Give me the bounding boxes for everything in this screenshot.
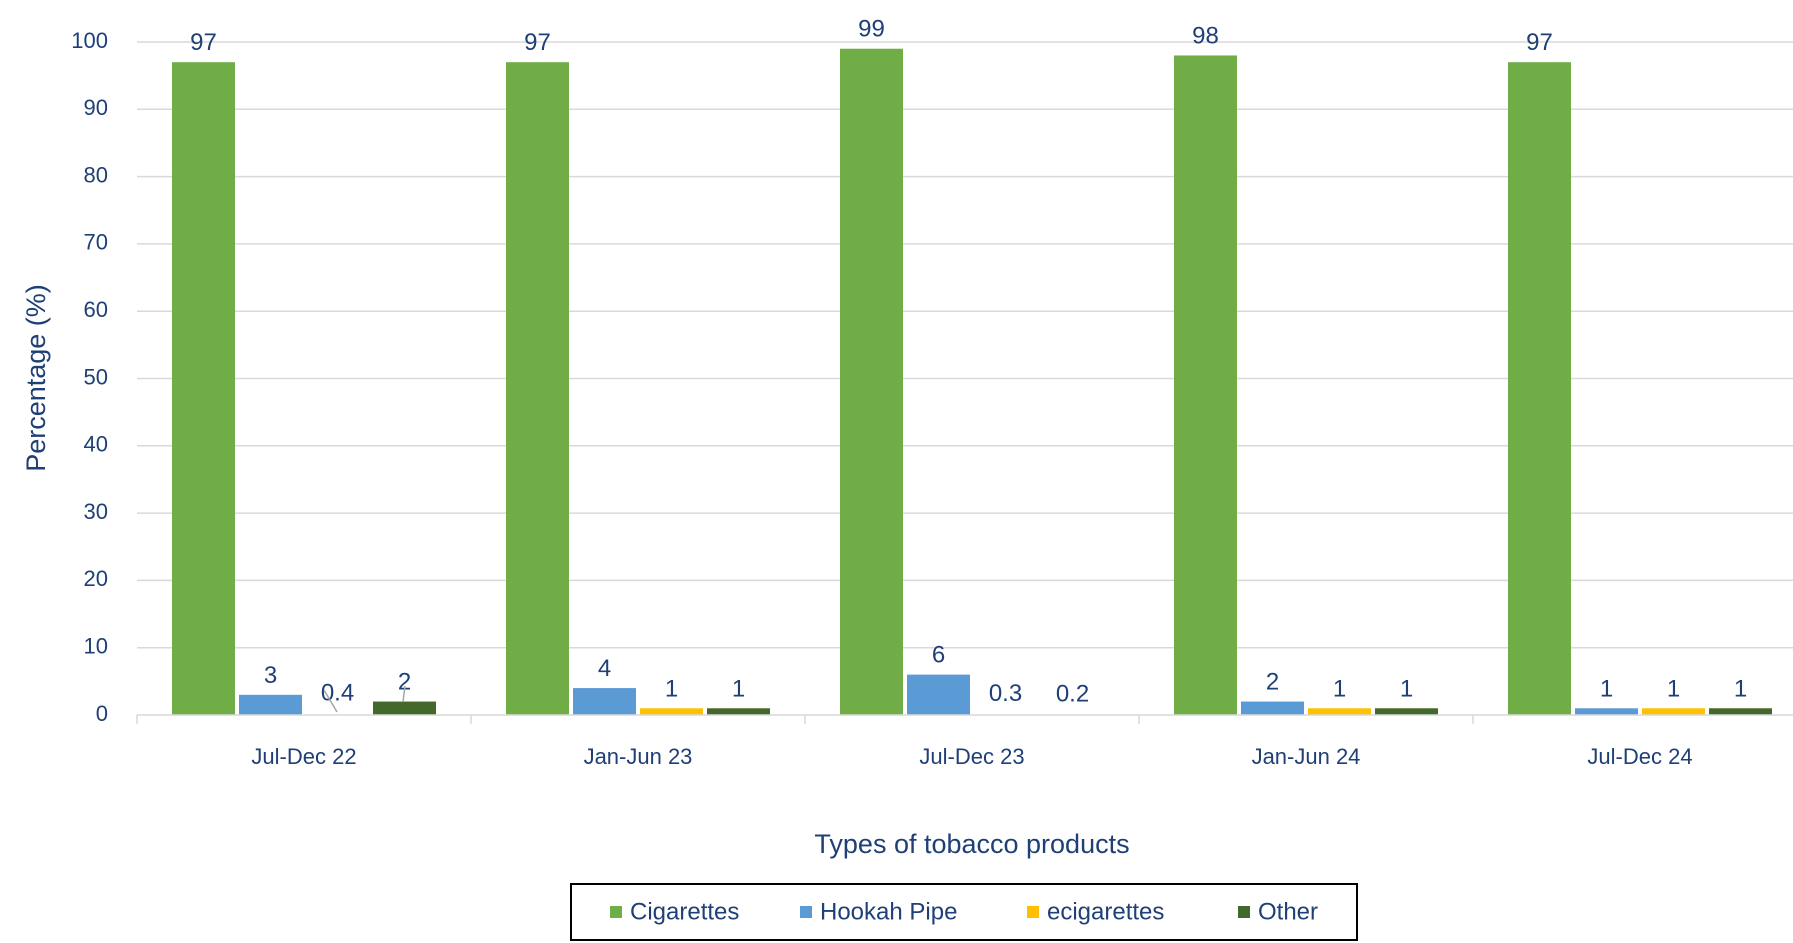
- bar-other: [373, 701, 436, 715]
- legend-label: ecigarettes: [1047, 898, 1164, 925]
- y-tick-label: 10: [84, 634, 108, 659]
- bar-cigarettes: [172, 62, 235, 715]
- data-label: 3: [264, 662, 277, 689]
- bar-hookah-pipe: [907, 674, 970, 715]
- x-axis: Jul-Dec 22 Jan-Jun 23 Jul-Dec 23 Jan-Jun 24…: [136, 714, 1793, 769]
- y-tick-label: 20: [84, 566, 108, 591]
- bar-ecigarettes: [640, 708, 703, 715]
- data-label: 1: [1734, 675, 1747, 702]
- bar-hookah-pipe: [239, 694, 302, 715]
- data-label: 1: [665, 675, 678, 702]
- legend-swatch: [1027, 906, 1039, 918]
- y-tick-label: 40: [84, 432, 108, 457]
- data-label: 6: [932, 642, 945, 669]
- y-tick-label: 70: [84, 230, 108, 255]
- bar-hookah-pipe: [1241, 701, 1304, 715]
- x-axis-title: Types of tobacco products: [814, 829, 1129, 859]
- y-tick-label: 80: [84, 162, 108, 187]
- y-tick-label: 50: [84, 364, 108, 389]
- legend-swatch: [1238, 906, 1250, 918]
- legend-label: Other: [1258, 898, 1318, 925]
- leader-line: [323, 689, 338, 713]
- x-tick-label: Jul-Dec 22: [251, 744, 356, 769]
- data-label: 1: [1600, 675, 1613, 702]
- x-tick-label: Jul-Dec 24: [1587, 744, 1692, 769]
- bar-ecigarettes: [1642, 708, 1705, 715]
- y-tick-label: 60: [84, 297, 108, 322]
- x-tick-label: Jan-Jun 24: [1252, 744, 1361, 769]
- bars: [172, 48, 1772, 716]
- bar-cigarettes: [1174, 55, 1237, 715]
- y-axis-ticks: 0 10 20 30 40 50 60 70 80 90 100: [71, 28, 108, 726]
- legend-box: [570, 883, 1358, 941]
- y-tick-label: 30: [84, 499, 108, 524]
- bar-other: [707, 708, 770, 715]
- data-label: 1: [1667, 675, 1680, 702]
- y-tick-label: 100: [71, 28, 108, 53]
- data-label: 97: [524, 29, 551, 56]
- x-tick-label: Jan-Jun 23: [584, 744, 693, 769]
- data-label: 0.3: [989, 680, 1022, 707]
- data-label: 0.2: [1056, 681, 1089, 708]
- bar-other: [1709, 708, 1772, 715]
- data-label: 4: [598, 655, 611, 682]
- data-label: 1: [732, 675, 745, 702]
- legend-label: Hookah Pipe: [820, 898, 957, 925]
- data-label: 2: [1266, 669, 1279, 696]
- data-label: 98: [1192, 22, 1219, 49]
- data-label: 97: [1526, 29, 1553, 56]
- bar-hookah-pipe: [573, 688, 636, 715]
- data-label: 99: [858, 16, 885, 43]
- data-label: 97: [190, 29, 217, 56]
- data-label: 1: [1333, 675, 1346, 702]
- data-label: 2: [398, 669, 411, 696]
- y-tick-label: 90: [84, 95, 108, 120]
- x-tick-label: Jul-Dec 23: [919, 744, 1024, 769]
- bar-ecigarettes: [1308, 708, 1371, 715]
- bar-cigarettes: [506, 62, 569, 715]
- legend: Cigarettes Hookah Pipe ecigarettes Other: [570, 883, 1358, 941]
- legend-label: Cigarettes: [630, 898, 739, 925]
- bar-cigarettes: [840, 48, 903, 716]
- bar-cigarettes: [1508, 62, 1571, 715]
- data-label: 1: [1400, 675, 1413, 702]
- leader-line: [402, 685, 406, 703]
- legend-swatch: [800, 906, 812, 918]
- gridlines: [137, 41, 1793, 649]
- bar-hookah-pipe: [1575, 708, 1638, 715]
- bar-other: [1375, 708, 1438, 715]
- y-axis-title: Percentage (%): [21, 284, 51, 472]
- y-tick-label: 0: [96, 701, 108, 726]
- legend-swatch: [610, 906, 622, 918]
